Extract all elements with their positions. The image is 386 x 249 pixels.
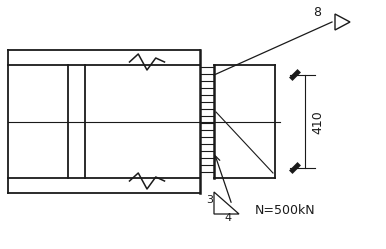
Text: 410: 410 <box>312 110 325 134</box>
Text: 8: 8 <box>313 5 321 18</box>
Text: 4: 4 <box>224 213 232 223</box>
Text: 3: 3 <box>207 195 213 205</box>
Text: N=500kN: N=500kN <box>255 203 316 216</box>
